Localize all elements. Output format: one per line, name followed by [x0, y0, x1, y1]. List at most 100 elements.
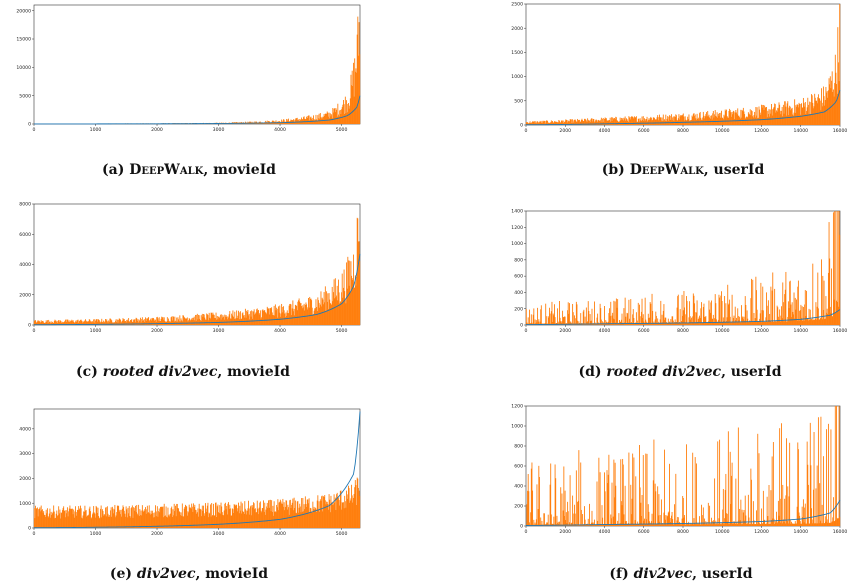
x-tick-label: 0: [33, 127, 36, 133]
y-tick-label: 1200: [511, 225, 523, 231]
plot-frame: [525, 210, 841, 326]
y-tick-label: 2000: [19, 476, 31, 482]
caption-target: , userId: [721, 364, 782, 380]
x-tick-label: 4000: [274, 328, 286, 334]
x-tick-label: 10000: [715, 128, 730, 134]
y-tick-label: 3000: [19, 451, 31, 457]
caption-label: (a): [102, 162, 130, 178]
bar-series: [525, 4, 841, 125]
panel-d: 0 2000 4000 6000 8000 10000 12000 14000 16000 0 20…: [423, 198, 847, 392]
y-tick-label: 2000: [19, 292, 31, 298]
caption-label: (d): [578, 364, 607, 380]
y-tick-label: 800: [514, 257, 523, 263]
caption-target: , movieId: [217, 364, 290, 380]
x-tick-label: 4000: [599, 529, 611, 535]
x-tick-label: 2000: [151, 531, 163, 537]
caption-method: div2vec: [136, 566, 196, 582]
chart-d: 0 2000 4000 6000 8000 10000 12000 14000 16000 0 20…: [511, 209, 847, 334]
chart-c: 0 1000 2000 3000 4000 5000 0 2000 4000 6000 8000: [19, 202, 361, 334]
x-tick-label: 5000: [336, 531, 348, 537]
y-tick-label: 1000: [511, 424, 523, 430]
chart-b: 0 2000 4000 6000 8000 10000 12000 14000 16000 0 50…: [511, 2, 847, 134]
panel-e: 0 1000 2000 3000 4000 5000 0 1000 2000 3000 4000 (…: [0, 396, 423, 588]
panel-b: 0 2000 4000 6000 8000 10000 12000 14000 16000 0 50…: [423, 0, 847, 194]
x-tick-label: 10000: [715, 529, 730, 535]
caption-target: , movieId: [203, 162, 276, 178]
x-tick-label: 3000: [213, 531, 225, 537]
panel-f: 0 2000 4000 6000 8000 10000 12000 14000 16000 0 20…: [423, 396, 847, 588]
y-tick-label: 6000: [19, 232, 31, 238]
line-series: [525, 309, 841, 326]
caption-b: (b) DeepWalk, userId: [602, 162, 764, 178]
y-tick-label: 0: [28, 526, 31, 532]
caption-label: (f): [609, 566, 634, 582]
plot-frame: [33, 4, 361, 125]
x-tick-label: 1000: [90, 531, 102, 537]
x-tick-label: 10000: [715, 328, 730, 334]
line-series: [33, 253, 361, 326]
caption-f: (f) div2vec, userId: [609, 566, 752, 582]
caption-method: rooted div2vec: [102, 364, 218, 380]
x-tick-label: 0: [33, 328, 36, 334]
x-tick-label: 1000: [90, 127, 102, 133]
x-tick-label: 2000: [151, 127, 163, 133]
y-tick-label: 1000: [19, 501, 31, 507]
y-tick-label: 200: [514, 504, 523, 510]
x-tick-label: 8000: [677, 328, 689, 334]
caption-label: (b): [601, 162, 630, 178]
bar-series: [525, 406, 841, 526]
y-tick-label: 200: [514, 306, 523, 312]
y-tick-label: 1400: [511, 209, 523, 215]
caption-label: (c): [76, 364, 103, 380]
x-tick-label: 16000: [833, 328, 847, 334]
x-tick-label: 14000: [793, 328, 808, 334]
y-tick-label: 20000: [16, 8, 31, 14]
x-tick-label: 2000: [559, 128, 571, 134]
y-tick-label: 0: [520, 524, 523, 530]
panel-a: 0 1000 2000 3000 4000 5000 0 5000 10000 15000 2000…: [0, 0, 423, 194]
x-tick-label: 16000: [833, 529, 847, 535]
y-tick-label: 800: [514, 444, 523, 450]
x-tick-label: 4000: [274, 531, 286, 537]
chart-a: 0 1000 2000 3000 4000 5000 0 5000 10000 15000 2000…: [16, 4, 361, 133]
y-tick-label: 600: [514, 274, 523, 280]
y-tick-label: 15000: [16, 37, 31, 43]
x-tick-label: 5000: [336, 328, 348, 334]
caption-c: (c) rooted div2vec, movieId: [76, 364, 290, 380]
y-tick-label: 600: [514, 464, 523, 470]
x-tick-label: 2000: [559, 529, 571, 535]
y-tick-label: 0: [520, 123, 523, 129]
x-tick-label: 14000: [793, 128, 808, 134]
x-tick-label: 5000: [336, 127, 348, 133]
y-tick-label: 10000: [16, 65, 31, 71]
panel-c: 0 1000 2000 3000 4000 5000 0 2000 4000 6000 8000 (…: [0, 198, 423, 392]
line-series: [34, 95, 361, 125]
bar-series: [33, 477, 361, 528]
y-tick-label: 2000: [511, 26, 523, 32]
x-tick-label: 0: [525, 529, 528, 535]
line-series: [525, 90, 841, 126]
x-tick-label: 0: [525, 128, 528, 134]
x-tick-label: 3000: [213, 127, 225, 133]
plot-frame: [525, 3, 841, 126]
y-tick-label: 4000: [19, 426, 31, 432]
bar-series: [33, 217, 361, 325]
y-tick-label: 400: [514, 290, 523, 296]
x-tick-label: 6000: [638, 529, 650, 535]
caption-label: (e): [109, 566, 137, 582]
caption-e: (e) div2vec, movieId: [110, 566, 268, 582]
y-tick-label: 4000: [19, 262, 31, 268]
line-series: [33, 411, 361, 529]
y-tick-label: 1000: [511, 74, 523, 80]
chart-e: 0 1000 2000 3000 4000 5000 0 1000 2000 3000 4000: [19, 408, 361, 537]
x-tick-label: 3000: [213, 328, 225, 334]
caption-method: DeepWalk: [129, 162, 204, 178]
x-tick-label: 12000: [754, 529, 769, 535]
y-tick-label: 500: [514, 98, 523, 104]
caption-method: rooted div2vec: [606, 364, 722, 380]
x-tick-label: 12000: [754, 328, 769, 334]
x-tick-label: 4000: [599, 328, 611, 334]
caption-method: DeepWalk: [629, 162, 704, 178]
y-tick-label: 1200: [511, 404, 523, 410]
y-tick-label: 0: [28, 122, 31, 128]
